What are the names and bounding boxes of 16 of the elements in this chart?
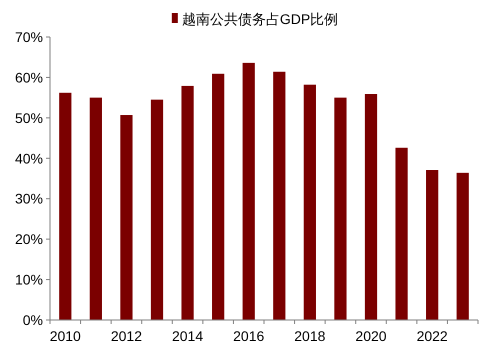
legend-label: 越南公共债务占GDP比例	[182, 11, 338, 27]
x-tick-label: 2016	[233, 328, 264, 344]
x-tick-label: 2012	[110, 328, 142, 344]
y-tick-label: 10%	[14, 272, 43, 288]
y-tick-label: 70%	[14, 29, 43, 45]
x-tick-label: 2010	[50, 328, 82, 344]
y-tick-label: 60%	[14, 69, 43, 86]
y-tick-label: 0%	[22, 312, 43, 328]
x-tick-label: 2018	[294, 328, 326, 344]
x-tick-label: 2014	[172, 328, 204, 344]
y-tick-label: 50%	[14, 110, 43, 126]
y-tick-label: 30%	[14, 190, 43, 207]
x-tick-label: 2022	[416, 328, 448, 344]
x-tick-label: 2020	[355, 328, 387, 344]
y-tick-label: 40%	[14, 150, 43, 166]
y-tick-label: 20%	[14, 231, 43, 248]
